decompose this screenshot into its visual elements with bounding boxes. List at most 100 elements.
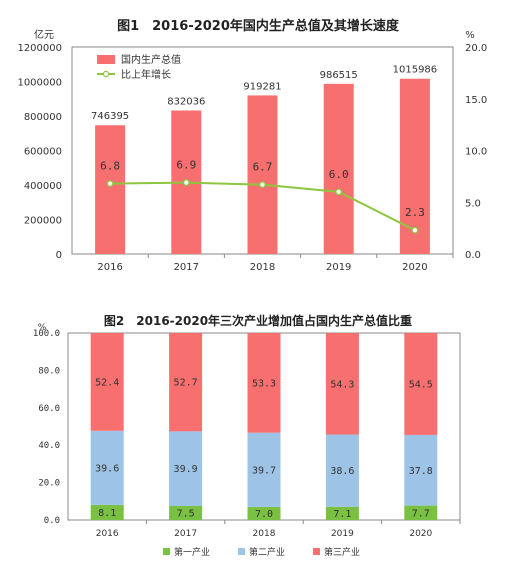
- chart1-left-tick-label: 800000: [24, 112, 62, 123]
- secondary-segment: [404, 434, 438, 506]
- chart1-right-tick-label: 15.0: [465, 95, 487, 106]
- tertiary-segment-label: 52.4: [95, 377, 119, 388]
- legend-swatch-tertiary: [313, 548, 320, 555]
- gdp-bar-label: 832036: [167, 96, 205, 107]
- secondary-segment-label: 39.7: [252, 465, 276, 476]
- chart2-y-tick-label: 80.0: [38, 366, 60, 376]
- legend-swatch-primary: [163, 548, 170, 555]
- tertiary-segment: [325, 333, 359, 435]
- tertiary-segment: [169, 333, 203, 432]
- chart1-right-axis: 0.0 5.0 10.0 15.0 20.0: [465, 43, 487, 261]
- primary-segment: [404, 505, 438, 520]
- chart1-x-axis: 2016 2017 2018 2019 2020: [97, 254, 454, 273]
- primary-segment-label: 7.1: [333, 509, 351, 520]
- chart1-right-tick-label: 20.0: [465, 43, 487, 54]
- chart1-left-tick-label: 1000000: [17, 78, 62, 89]
- secondary-segment: [169, 431, 203, 506]
- chart-industry-share: 图2 2016-2020年三次产业增加值占国内生产总值比重 % 0.0 20.0 4…: [33, 313, 461, 558]
- chart2-legend: 第一产业 第二产业 第三产业: [163, 546, 360, 558]
- chart1-legend: 国内生产总值 比上年增长: [97, 53, 181, 81]
- chart1-x-tick-label: 2019: [326, 262, 351, 273]
- tertiary-segment-label: 52.7: [174, 378, 198, 389]
- chart1-left-axis: 0 200000 400000 600000 800000 1000000 1200000: [17, 43, 62, 261]
- chart1-bars: [95, 78, 430, 255]
- chart1-x-tick-label: 2017: [174, 262, 199, 273]
- chart1-growth-line: [106, 179, 419, 234]
- primary-segment: [247, 506, 281, 520]
- growth-point: [259, 181, 266, 189]
- chart2-y-tick-label: 40.0: [38, 441, 60, 451]
- gdp-bar-label: 919281: [243, 81, 281, 92]
- growth-point: [335, 188, 343, 196]
- chart1-left-tick-label: 600000: [24, 147, 62, 158]
- tertiary-segment-label: 54.5: [409, 379, 433, 390]
- chart2-x-tick-label: 2020: [409, 529, 432, 539]
- gdp-bar: [323, 83, 354, 254]
- primary-segment-label: 7.5: [177, 508, 195, 519]
- chart1-right-tick-label: 5.0: [465, 198, 481, 209]
- tertiary-segment: [247, 333, 281, 433]
- growth-label: 2.3: [405, 206, 425, 219]
- growth-point: [411, 226, 419, 234]
- chart2-y-tick-label: 20.0: [38, 479, 60, 489]
- legend-label-secondary: 第二产业: [249, 546, 285, 558]
- legend-label-primary: 第一产业: [174, 546, 210, 558]
- primary-segment-label: 7.0: [255, 509, 273, 520]
- chart2-x-axis: 2016 2017 2018 2019 2020: [96, 520, 461, 539]
- chart-gdp-growth: 图1 2016-2020年国内生产总值及其增长速度 亿元 % 0 200000 40…: [17, 18, 487, 273]
- secondary-segment-label: 39.6: [95, 463, 119, 474]
- tertiary-segment-label: 53.3: [252, 378, 276, 389]
- chart2-y-axis: 0.0 20.0 40.0 60.0 80.0 100.0: [33, 329, 60, 526]
- legend-label-tertiary: 第三产业: [324, 546, 360, 558]
- chart1-x-tick-label: 2020: [402, 262, 427, 273]
- chart2-x-tick-label: 2018: [253, 529, 276, 539]
- chart1-title: 图1 2016-2020年国内生产总值及其增长速度: [117, 18, 400, 34]
- gdp-bar-label: 986515: [320, 70, 358, 81]
- gdp-bar-label: 746395: [91, 111, 129, 122]
- chart1-right-tick-label: 0.0: [465, 250, 481, 261]
- chart2-x-tick-label: 2016: [96, 529, 119, 539]
- chart1-right-unit: %: [465, 30, 475, 41]
- chart1-left-tick-label: 400000: [24, 181, 62, 192]
- chart2-stacked-bars: [90, 333, 438, 520]
- gdp-bar: [95, 125, 126, 255]
- chart1-bar-labels: 746395 832036 919281 986515 1015986: [91, 65, 437, 123]
- growth-label: 6.0: [329, 168, 349, 181]
- legend-swatch-secondary: [238, 548, 245, 555]
- primary-segment-label: 8.1: [98, 508, 116, 519]
- gdp-bar-label: 1015986: [393, 65, 438, 76]
- chart2-x-tick-label: 2019: [331, 529, 354, 539]
- growth-point: [182, 179, 190, 187]
- growth-label: 6.8: [100, 160, 120, 173]
- chart2-title: 图2 2016-2020年三次产业增加值占国内生产总值比重: [104, 313, 412, 328]
- chart1-x-tick-label: 2018: [250, 262, 275, 273]
- chart2-segment-labels: 8.1 39.6 52.4 7.5 39.9 52.7 7.0 39.7 53.3 7.1 38.6…: [95, 377, 433, 520]
- chart2-y-tick-label: 60.0: [38, 404, 60, 414]
- chart1-x-tick-label: 2016: [97, 262, 122, 273]
- chart2-y-tick-label: 100.0: [33, 329, 60, 339]
- chart1-left-tick-label: 0: [56, 250, 62, 261]
- growth-label: 6.9: [176, 159, 196, 172]
- gdp-bar: [247, 95, 278, 254]
- tertiary-segment: [90, 333, 124, 431]
- primary-segment-label: 7.7: [412, 508, 430, 519]
- growth-label: 6.7: [253, 161, 273, 174]
- secondary-segment-label: 38.6: [330, 466, 354, 477]
- chart1-left-tick-label: 1200000: [17, 43, 62, 54]
- secondary-segment: [247, 432, 281, 507]
- secondary-segment-label: 37.8: [409, 466, 433, 477]
- chart2-x-tick-label: 2017: [174, 529, 197, 539]
- chart2-y-tick-label: 0.0: [44, 516, 60, 526]
- chart1-growth-labels: 6.8 6.9 6.7 6.0 2.3: [100, 159, 425, 220]
- primary-segment: [325, 506, 359, 520]
- primary-segment: [169, 505, 203, 520]
- tertiary-segment-label: 54.3: [330, 379, 354, 390]
- legend-marker-growth: [102, 70, 110, 78]
- primary-segment: [90, 504, 124, 520]
- legend-swatch-gdp: [97, 55, 115, 64]
- chart1-left-unit: 亿元: [34, 28, 54, 41]
- chart1-right-tick-label: 10.0: [465, 147, 487, 158]
- growth-point: [106, 180, 114, 188]
- legend-label-gdp: 国内生产总值: [121, 53, 181, 66]
